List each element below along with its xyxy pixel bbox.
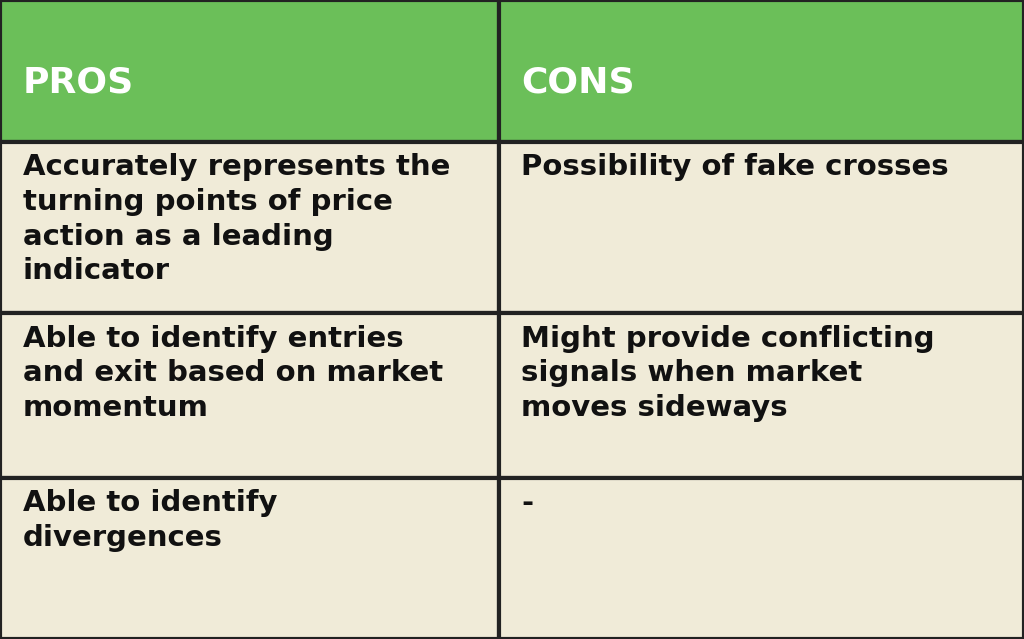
Text: -: - [521,489,534,518]
Text: Possibility of fake crosses: Possibility of fake crosses [521,153,949,181]
Text: Might provide conflicting
signals when market
moves sideways: Might provide conflicting signals when m… [521,325,935,422]
Bar [0,313,499,478]
Text: PROS: PROS [23,65,134,99]
Bar [499,313,1024,478]
Bar [499,142,1024,313]
Bar [0,478,499,639]
Text: Able to identify entries
and exit based on market
momentum: Able to identify entries and exit based … [23,325,442,422]
Bar [0,142,499,313]
Bar [499,0,1024,142]
Bar [0,0,499,142]
Text: Able to identify
divergences: Able to identify divergences [23,489,278,552]
Text: CONS: CONS [521,65,635,99]
Text: Accurately represents the
turning points of price
action as a leading
indicator: Accurately represents the turning points… [23,153,450,285]
Bar [499,478,1024,639]
